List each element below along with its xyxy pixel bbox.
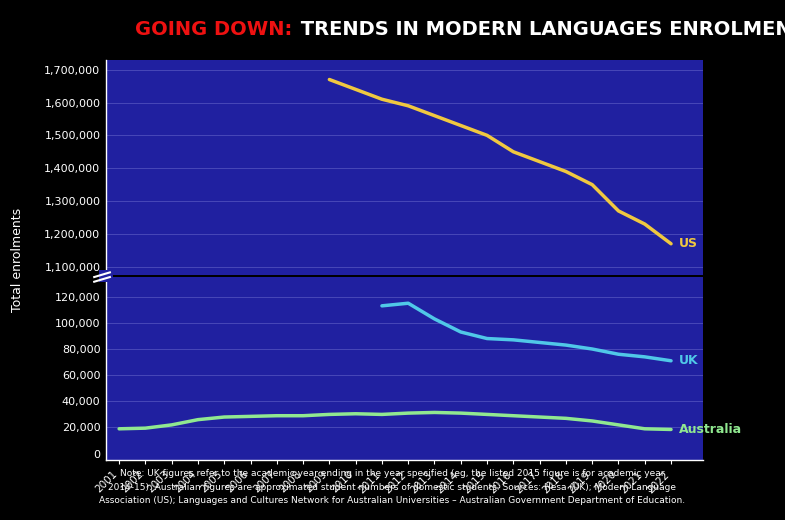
Text: US: US [679, 237, 698, 250]
Text: GOING DOWN:: GOING DOWN: [135, 20, 292, 40]
Text: Note: UK figures refer to the academic year ending in the year specified (eg, th: Note: UK figures refer to the academic y… [100, 470, 685, 505]
Text: TRENDS IN MODERN LANGUAGES ENROLMENTS: TRENDS IN MODERN LANGUAGES ENROLMENTS [294, 20, 785, 40]
Text: UK: UK [679, 354, 699, 367]
Text: Total enrolments: Total enrolments [11, 208, 24, 312]
Text: Australia: Australia [679, 423, 742, 436]
